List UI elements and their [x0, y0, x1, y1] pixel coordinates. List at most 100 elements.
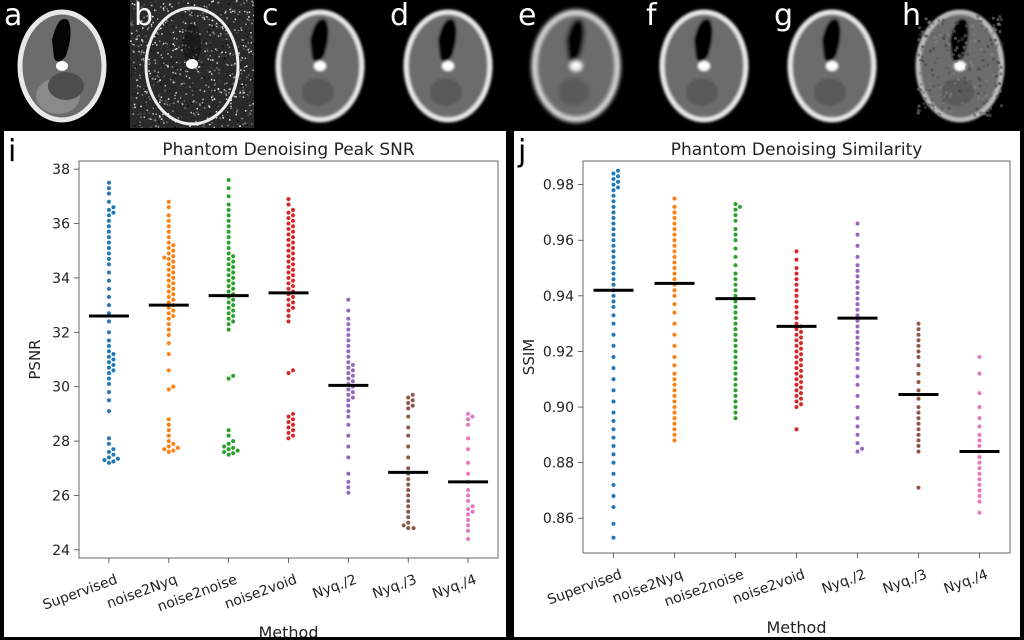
ssim-point-Supervised	[611, 182, 616, 188]
psnr-point-noise2void	[290, 368, 296, 373]
ssim-point-Nyq./2	[855, 268, 860, 274]
psnr-point-Nyq./3	[405, 482, 411, 487]
psnr-point-noise2void	[290, 300, 296, 305]
ssim-point-Nyq./4	[977, 476, 982, 482]
psnr-point-noise2noise	[226, 229, 232, 235]
ssim-point-Nyq./2	[855, 285, 860, 290]
ssim-point-Supervised	[611, 293, 616, 299]
ssim-point-noise2Nyq	[672, 371, 677, 377]
psnr-chart: Phantom Denoising Peak SNR 24 26 28 30 32 34 36…	[26, 140, 499, 637]
ssim-point-noise2Nyq	[672, 382, 677, 388]
psnr-point-noise2void	[286, 215, 291, 221]
psnr-point-Nyq./3	[405, 444, 411, 449]
phantom-image-c: c	[258, 0, 382, 128]
psnr-point-noise2Nyq	[166, 278, 172, 284]
psnr-point-noise2void	[286, 232, 291, 237]
ssim-point-Nyq./4	[977, 438, 982, 443]
psnr-point-noise2Nyq	[166, 310, 172, 316]
psnr-point-noise2noise	[226, 278, 232, 284]
psnr-point-Nyq./3	[405, 425, 411, 430]
psnr-point-noise2Nyq	[166, 427, 172, 433]
ssim-point-noise2void	[794, 332, 799, 338]
psnr-point-noise2void	[290, 422, 296, 428]
psnr-point-noise2noise	[226, 240, 232, 245]
ssim-point-Nyq./2	[855, 301, 860, 307]
psnr-xtick-label: Nyq./3	[370, 572, 418, 603]
psnr-point-Nyq./2	[345, 455, 351, 460]
ssim-point-Supervised	[611, 482, 616, 488]
ssim-point-Nyq./2	[855, 296, 860, 301]
psnr-point-noise2void	[286, 221, 291, 226]
ssim-point-Supervised	[611, 193, 616, 199]
ssim-point-noise2void	[794, 282, 799, 288]
ssim-point-Supervised	[611, 321, 616, 327]
psnr-point-noise2noise	[230, 450, 236, 456]
ssim-ytick-label: 0.90	[543, 400, 574, 416]
psnr-point-Nyq./4	[465, 517, 471, 523]
psnr-point-Nyq./2	[345, 359, 351, 365]
ssim-point-noise2Nyq	[672, 415, 677, 421]
psnr-ytick-label: 38	[52, 162, 70, 178]
ssim-point-noise2void	[794, 276, 799, 282]
psnr-point-Nyq./4	[465, 512, 471, 517]
psnr-point-noise2Nyq	[166, 444, 172, 449]
ssim-point-Supervised	[611, 410, 616, 415]
ssim-point-Nyq./2	[855, 432, 860, 438]
psnr-point-Supervised	[106, 251, 112, 256]
ssim-point-Nyq./2	[855, 393, 860, 399]
ssim-point-noise2noise	[733, 246, 738, 251]
phantom-image-f: f	[642, 0, 766, 128]
psnr-point-noise2Nyq	[166, 351, 172, 357]
psnr-point-noise2noise	[226, 207, 232, 213]
psnr-point-noise2noise	[221, 449, 227, 455]
psnr-point-noise2Nyq	[166, 261, 172, 267]
ssim-point-Nyq./4	[977, 354, 982, 360]
psnr-point-noise2void	[286, 248, 291, 254]
psnr-point-noise2Nyq	[170, 264, 176, 270]
ssim-point-noise2void	[794, 293, 799, 299]
psnr-point-Nyq./4	[465, 422, 471, 428]
psnr-point-Nyq./3	[405, 487, 411, 493]
psnr-point-Nyq./4	[465, 416, 471, 422]
ssim-point-noise2Nyq	[672, 226, 677, 232]
ssim-point-noise2noise	[733, 354, 738, 360]
psnr-point-noise2noise	[235, 448, 241, 453]
psnr-point-Nyq./2	[345, 387, 351, 392]
psnr-point-Nyq./3	[405, 509, 411, 515]
ssim-point-noise2void	[794, 265, 799, 271]
psnr-point-noise2void	[286, 202, 291, 207]
psnr-point-noise2noise	[226, 305, 232, 311]
ssim-point-noise2Nyq	[672, 432, 677, 438]
psnr-point-noise2void	[290, 223, 296, 229]
psnr-point-noise2noise	[226, 213, 232, 218]
ssim-chart: Phantom Denoising Similarity 0.86 0.88 0.90…	[520, 140, 1011, 637]
psnr-point-Supervised	[111, 362, 116, 368]
psnr-ytick-label: 26	[52, 488, 70, 504]
ssim-point-Nyq./2	[855, 243, 860, 249]
psnr-point-noise2void	[286, 237, 291, 243]
psnr-point-Nyq./2	[345, 321, 351, 327]
ssim-point-noise2Nyq	[672, 426, 677, 432]
ssim-point-Nyq./4	[977, 460, 982, 466]
ssim-point-noise2noise	[733, 332, 738, 338]
ssim-point-noise2noise	[733, 262, 738, 268]
psnr-point-Supervised	[106, 218, 112, 224]
ssim-point-Supervised	[611, 365, 616, 371]
ssim-ylabel: SSIM	[520, 339, 538, 375]
ssim-point-noise2Nyq	[672, 276, 677, 282]
ssim-point-noise2noise	[733, 349, 738, 354]
psnr-point-Supervised	[106, 329, 112, 335]
psnr-point-Nyq./2	[345, 327, 351, 332]
phantom-image-a: a	[0, 0, 124, 128]
ssim-point-noise2noise	[733, 360, 738, 365]
psnr-point-Nyq./4	[465, 487, 471, 493]
psnr-point-noise2void	[290, 213, 296, 218]
psnr-point-noise2Nyq	[166, 256, 172, 262]
psnr-point-noise2void	[290, 240, 296, 245]
psnr-point-noise2void	[286, 270, 291, 275]
psnr-point-Supervised	[115, 456, 121, 462]
psnr-point-Nyq./2	[350, 368, 356, 373]
psnr-point-Supervised	[111, 446, 116, 452]
psnr-point-Nyq./4	[470, 503, 475, 509]
ssim-point-Supervised	[611, 521, 616, 527]
